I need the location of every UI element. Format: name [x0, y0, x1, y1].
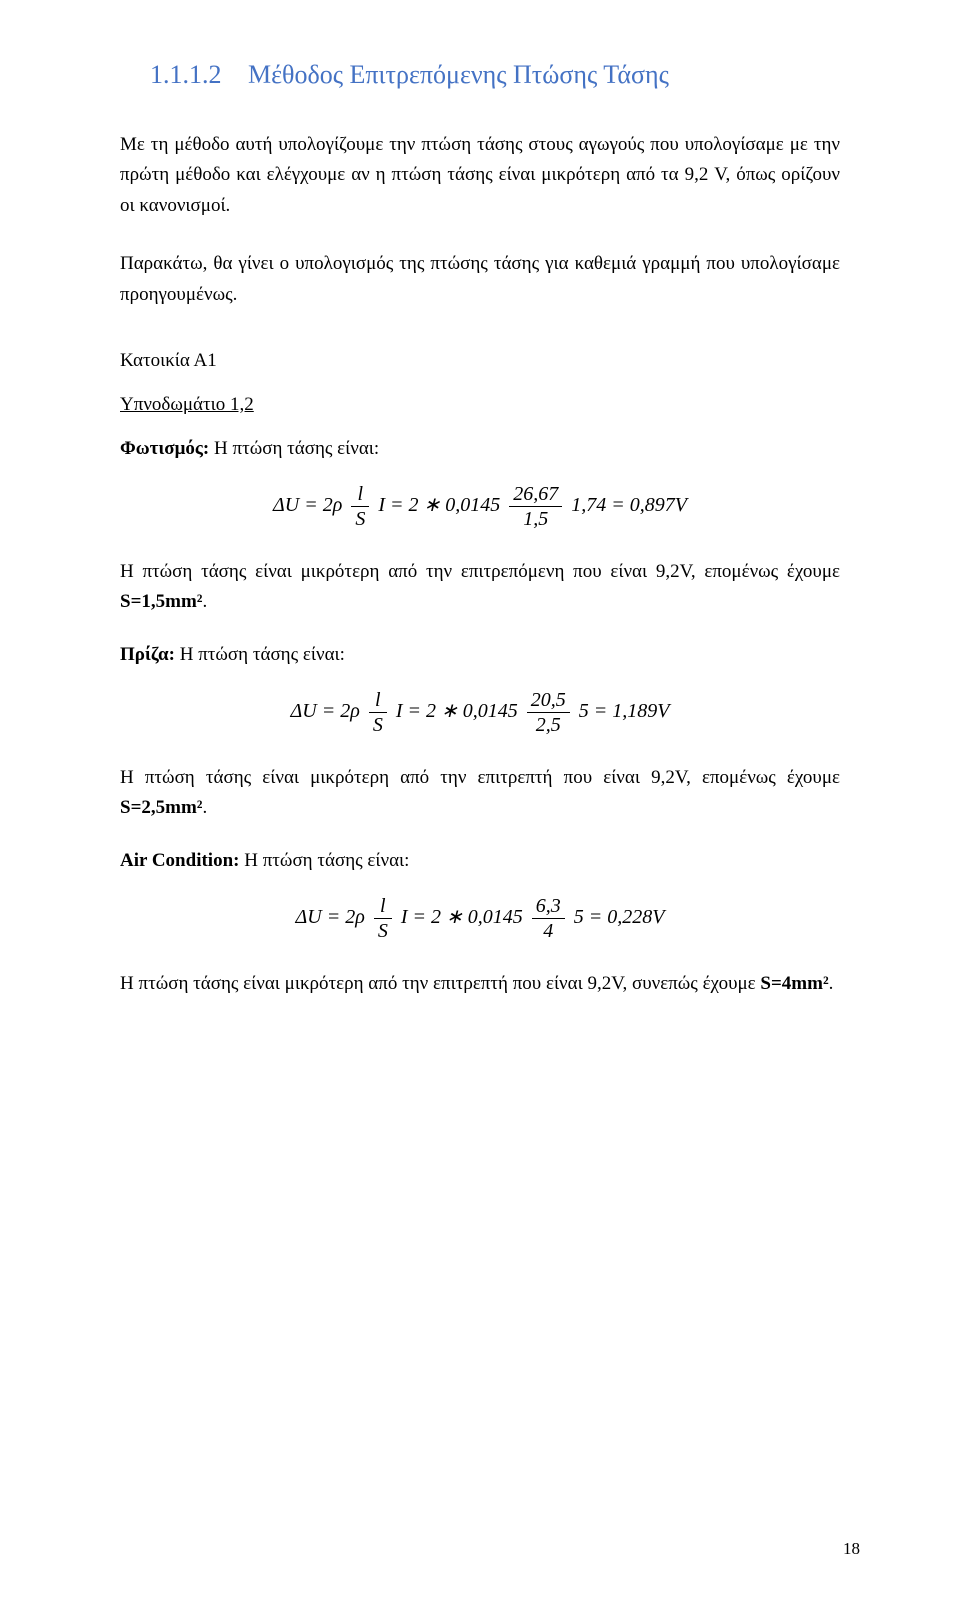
fraction: 26,67 1,5 — [509, 482, 562, 531]
item-label: Πρίζα: Η πτώση τάσης είναι: — [120, 644, 840, 666]
result-bold: S=1,5mm² — [120, 591, 203, 612]
fraction: 6,3 4 — [532, 894, 565, 943]
item-label-rest: Η πτώση τάσης είναι: — [175, 644, 345, 665]
result-suffix: . — [203, 797, 208, 818]
item-label: Φωτισμός: Η πτώση τάσης είναι: — [120, 438, 840, 460]
item-label-bold: Air Condition: — [120, 850, 239, 871]
result-paragraph: Η πτώση τάσης είναι μικρότερη από την επ… — [120, 557, 840, 618]
result-paragraph: Η πτώση τάσης είναι μικρότερη από την επ… — [120, 969, 840, 999]
frac-den: S — [374, 919, 392, 943]
intro-paragraph-1: Με τη μέθοδο αυτή υπολογίζουμε την πτώση… — [120, 130, 840, 221]
subsection-label: Υπνοδωμάτιο 1,2 — [120, 394, 840, 416]
item-label: Air Condition: Η πτώση τάσης είναι: — [120, 850, 840, 872]
eq-prefix: ΔU = 2ρ — [273, 494, 342, 516]
result-suffix: . — [829, 973, 834, 994]
frac-num: l — [369, 688, 387, 713]
eq-mid1: I = 2 ∗ 0,0145 — [401, 906, 528, 928]
heading-number: 1.1.1.2 — [150, 60, 222, 90]
frac-num: 26,67 — [509, 482, 562, 507]
item-label-rest: Η πτώση τάσης είναι: — [239, 850, 409, 871]
result-prefix: Η πτώση τάσης είναι μικρότερη από την επ… — [120, 973, 760, 994]
frac-den: 1,5 — [509, 507, 562, 531]
frac-den: S — [369, 713, 387, 737]
item-label-bold: Φωτισμός: — [120, 438, 209, 459]
page-number: 18 — [843, 1539, 860, 1559]
frac-den: 2,5 — [527, 713, 570, 737]
result-bold: S=2,5mm² — [120, 797, 203, 818]
eq-prefix: ΔU = 2ρ — [291, 700, 360, 722]
result-prefix: Η πτώση τάσης είναι μικρότερη από την επ… — [120, 767, 840, 788]
fraction: l S — [374, 894, 392, 943]
frac-den: S — [351, 507, 369, 531]
fraction: 20,5 2,5 — [527, 688, 570, 737]
result-paragraph: Η πτώση τάσης είναι μικρότερη από την επ… — [120, 763, 840, 824]
result-prefix: Η πτώση τάσης είναι μικρότερη από την επ… — [120, 561, 840, 582]
frac-num: 6,3 — [532, 894, 565, 919]
eq-mid1: I = 2 ∗ 0,0145 — [396, 700, 523, 722]
eq-mid2: 5 = 0,228V — [574, 906, 665, 928]
equation: ΔU = 2ρ l S I = 2 ∗ 0,0145 6,3 4 5 = 0,2… — [120, 894, 840, 943]
result-bold: S=4mm² — [760, 973, 828, 994]
frac-num: 20,5 — [527, 688, 570, 713]
frac-den: 4 — [532, 919, 565, 943]
item-label-bold: Πρίζα: — [120, 644, 175, 665]
eq-mid2: 5 = 1,189V — [579, 700, 670, 722]
result-suffix: . — [203, 591, 208, 612]
fraction: l S — [351, 482, 369, 531]
section-label: Κατοικία Α1 — [120, 350, 840, 372]
eq-prefix: ΔU = 2ρ — [296, 906, 365, 928]
frac-num: l — [374, 894, 392, 919]
equation: ΔU = 2ρ l S I = 2 ∗ 0,0145 26,67 1,5 1,7… — [120, 482, 840, 531]
intro-paragraph-2: Παρακάτω, θα γίνει ο υπολογισμός της πτώ… — [120, 249, 840, 310]
eq-mid1: I = 2 ∗ 0,0145 — [378, 494, 505, 516]
frac-num: l — [351, 482, 369, 507]
fraction: l S — [369, 688, 387, 737]
heading-title: Μέθοδος Επιτρεπόμενης Πτώσης Τάσης — [248, 60, 669, 89]
section-heading: 1.1.1.2 Μέθοδος Επιτρεπόμενης Πτώσης Τάσ… — [120, 60, 840, 90]
item-label-rest: Η πτώση τάσης είναι: — [209, 438, 379, 459]
equation: ΔU = 2ρ l S I = 2 ∗ 0,0145 20,5 2,5 5 = … — [120, 688, 840, 737]
eq-mid2: 1,74 = 0,897V — [571, 494, 687, 516]
